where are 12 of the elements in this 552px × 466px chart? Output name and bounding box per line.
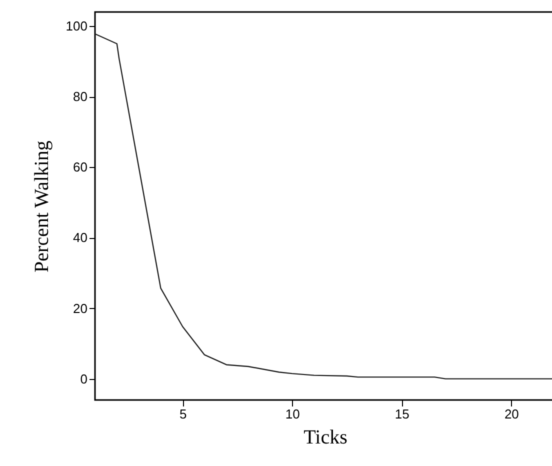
x-axis-title: Ticks — [304, 426, 348, 448]
x-tick-label: 10 — [285, 406, 300, 422]
y-tick-label: 80 — [73, 89, 88, 104]
x-tick-label: 5 — [180, 406, 187, 422]
x-tick-label: 15 — [394, 406, 410, 422]
y-axis-title: Percent Walking — [30, 140, 53, 272]
y-tick-label: 100 — [66, 18, 88, 34]
x-tick-label: 20 — [504, 406, 519, 422]
y-tick-label: 20 — [73, 300, 88, 316]
y-tick-label: 0 — [80, 371, 88, 386]
y-tick-label: 40 — [73, 230, 88, 246]
y-tick-label: 60 — [73, 160, 88, 175]
